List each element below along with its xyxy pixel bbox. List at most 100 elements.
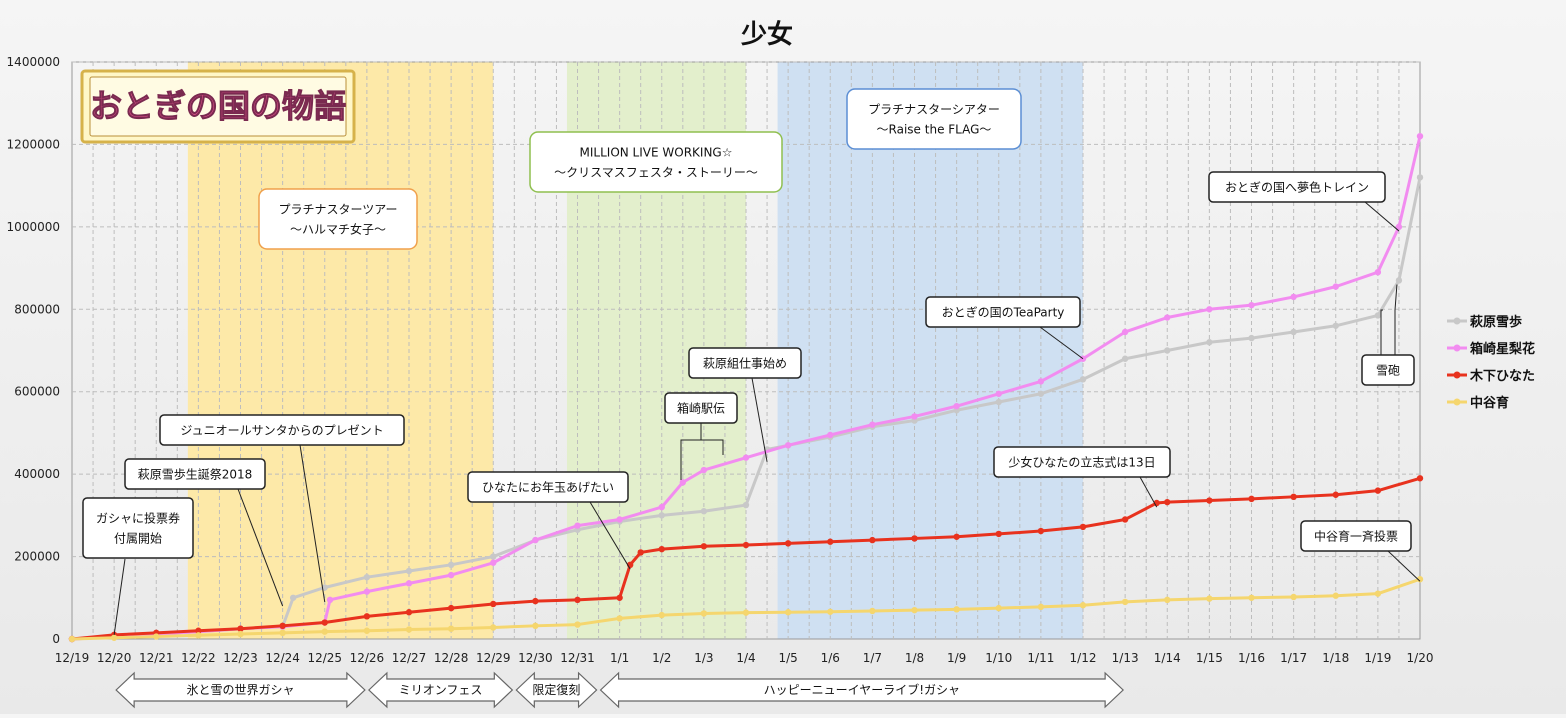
annotation-leader (751, 377, 768, 462)
series-point (1206, 339, 1213, 346)
series-point (953, 402, 960, 410)
series-point (1332, 322, 1339, 329)
logo-title: おとぎの国の物語 (90, 87, 346, 125)
event-band-0 (187, 62, 494, 639)
annotation-4-text: 箱崎駅伝 (677, 400, 725, 415)
x-tick-label: 1/15 (1196, 651, 1223, 665)
x-tick-label: 12/26 (350, 651, 385, 665)
legend-label: 箱崎星梨花 (1470, 341, 1535, 357)
series-point (742, 501, 750, 509)
x-tick-label: 12/23 (223, 651, 258, 665)
annotation-1-box (124, 458, 266, 490)
series-point (953, 533, 960, 540)
series-point (1206, 497, 1213, 504)
annotation-4-box (664, 392, 738, 424)
series-point (1079, 602, 1087, 609)
series-point (289, 594, 297, 601)
annotation-2-box (159, 414, 405, 446)
series-point (1164, 314, 1171, 321)
x-tick-label: 1/10 (985, 651, 1012, 665)
x-tick-label: 1/8 (905, 651, 924, 665)
annotation-6-box (925, 296, 1081, 328)
series-point (1416, 576, 1424, 583)
gridlines (71, 61, 1421, 640)
annotation-0-box (82, 497, 194, 559)
series-point (237, 625, 244, 632)
y-tick-label: 800000 (14, 302, 60, 316)
series-point (700, 610, 708, 617)
series-point (153, 633, 160, 640)
logo: おとぎの国の物語 (80, 69, 356, 144)
series-point (237, 630, 244, 638)
series-point (1164, 347, 1171, 354)
annotation-4: 箱崎駅伝 (664, 392, 738, 424)
series-point (742, 454, 750, 461)
x-tick-label: 12/31 (560, 651, 595, 665)
series-point (1332, 592, 1339, 599)
annotation-leader (237, 488, 284, 607)
series-point (995, 604, 1002, 612)
period-label: ミリオンフェス (399, 683, 483, 697)
series-point (1037, 527, 1045, 535)
series-point (363, 627, 371, 634)
y-tick-label: 1400000 (7, 55, 60, 69)
x-tick-label: 1/13 (1112, 651, 1139, 665)
series-point (1164, 498, 1171, 506)
series-point (363, 573, 371, 581)
annotation-3-box (467, 471, 629, 503)
annotation-leader (1380, 309, 1383, 355)
y-tick-label: 1200000 (7, 137, 60, 151)
series-point (827, 431, 834, 439)
annotation-8-text: おとぎの国へ夢色トレイン (1225, 180, 1369, 194)
series-point (784, 609, 792, 616)
chart-title: 少女 (740, 19, 793, 50)
x-tick-label: 1/18 (1322, 651, 1349, 665)
series-point (1332, 491, 1339, 498)
series-point (700, 543, 708, 550)
series-point (405, 567, 413, 575)
series-point (869, 421, 876, 428)
series-point (1164, 596, 1171, 604)
annotation-3-text: ひなたにお年玉あげたい (482, 480, 614, 494)
series-point (1416, 475, 1424, 482)
period-arrow-1 (368, 671, 514, 709)
series-lines (68, 132, 1424, 643)
series-point (195, 632, 202, 639)
series-point (827, 608, 834, 615)
series-point (574, 621, 581, 628)
annotation-7: 少女ひなたの立志式は13日 (993, 446, 1171, 478)
series-point (532, 622, 539, 630)
annotation-3: ひなたにお年玉あげたい (467, 471, 629, 503)
series-line-2 (71, 476, 1421, 641)
x-tick-label: 1/7 (863, 651, 882, 665)
series-point (784, 540, 792, 547)
legend-label: 中谷育 (1470, 395, 1509, 411)
period-label: 氷と雪の世界ガシャ (186, 683, 294, 697)
x-tick-label: 1/14 (1154, 651, 1181, 665)
period-arrow-3 (599, 671, 1124, 709)
y-tick-label: 600000 (14, 385, 60, 399)
series-point (869, 536, 876, 544)
x-tick-label: 12/21 (139, 651, 174, 665)
event-label-2-text: プラチナスターシアター (868, 102, 1000, 116)
series-point (321, 628, 328, 635)
annotation-1-text: 萩原雪歩生誕祭2018 (138, 466, 253, 481)
series-point (574, 522, 581, 529)
annotation-0-text: ガシャに投票券 (96, 510, 180, 525)
x-tick-label: 12/30 (518, 651, 553, 665)
series-point (490, 559, 497, 566)
series-point (1206, 306, 1213, 313)
series-point (279, 622, 286, 630)
series-point (995, 530, 1002, 538)
x-tick-label: 1/6 (821, 651, 840, 665)
annotation-0-text: 付属開始 (114, 531, 162, 545)
series-point (1395, 277, 1403, 284)
x-tick-label: 1/4 (736, 651, 755, 665)
series-point (1290, 493, 1297, 501)
series-point (742, 609, 750, 616)
period-label: ハッピーニューイヤーライブ!ガシャ (764, 682, 960, 697)
x-tick-label: 1/3 (694, 651, 713, 665)
series-point (658, 611, 665, 619)
x-tick-label: 1/11 (1027, 651, 1054, 665)
